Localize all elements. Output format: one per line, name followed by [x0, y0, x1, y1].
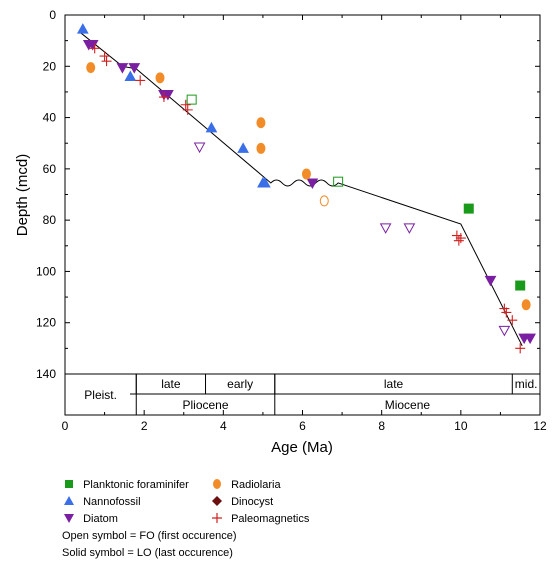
radiolaria-point-lo [256, 117, 266, 129]
epoch-label: Pleist. [84, 388, 117, 402]
diamond-icon [212, 496, 222, 506]
paleomagnetics-point-lo [515, 343, 526, 354]
paleomagnetics-point-lo [451, 230, 462, 241]
nannofossil-point-lo [259, 176, 271, 188]
diatom-point-fo [193, 142, 206, 154]
radiolaria-point-lo [301, 168, 311, 180]
planktonic-foraminifer-point-lo [463, 203, 474, 214]
x-tick-label: 6 [299, 419, 306, 433]
diatom-point-lo [484, 275, 497, 287]
x-axis-label: Age (Ma) [271, 439, 333, 456]
paleomagnetics-point-lo [89, 43, 100, 54]
legend-item-diatom: Diatom [62, 512, 118, 527]
triangle-down-icon [64, 514, 74, 523]
paleomagnetics-point-lo [99, 51, 110, 62]
nannofossil-point-lo [124, 70, 137, 82]
plot-frame [64, 14, 541, 416]
legend-label: Dinocyst [231, 496, 274, 508]
diatom-point-lo [116, 63, 129, 74]
paleomagnetics-point-lo [158, 92, 169, 103]
paleomagnetics-point-lo [453, 235, 464, 246]
legend-label: Nannofossil [83, 496, 141, 508]
square-icon [65, 480, 73, 488]
y-tick-label: 60 [43, 162, 57, 176]
diatom-point-lo [162, 89, 174, 101]
y-tick-label: 0 [49, 8, 56, 22]
legend-label: Paleomagnetics [231, 513, 310, 525]
data-points-group [76, 23, 536, 354]
y-tick-label: 80 [43, 213, 57, 227]
y-axis-label: Depth (mcd) [14, 154, 31, 237]
diatom-point-fo [403, 223, 416, 234]
age-depth-line-group [80, 32, 523, 347]
y-tick-label: 120 [36, 316, 56, 330]
legend-item-dinocyst: Dinocyst [210, 495, 273, 510]
x-tick-label: 4 [220, 419, 227, 433]
planktonic-foraminifer-point-fo [333, 176, 344, 187]
legend-note-solid-symbol: Solid symbol = LO (last occurence) [62, 547, 233, 559]
epoch-label: Miocene [385, 398, 431, 412]
legend-item-paleomagnetics: Paleomagnetics [210, 512, 309, 527]
epoch-label: Pliocene [183, 398, 229, 412]
paleomagnetics-point-lo [135, 75, 146, 86]
paleomagnetics-point-lo [501, 307, 512, 318]
triangle-up-icon [64, 496, 74, 505]
nannofossil-point-lo [76, 23, 89, 34]
stage-label: late [161, 377, 181, 391]
stage-label: early [227, 377, 253, 391]
diatom-point-lo [524, 333, 536, 345]
legend-label: Planktonic foraminifer [83, 479, 189, 491]
legend-label: Radiolaria [231, 479, 281, 491]
y-tick-label: 20 [43, 59, 57, 73]
paleomagnetics-point-lo [455, 233, 466, 244]
radiolaria-point-lo [155, 72, 165, 84]
planktonic-foraminifer-point-fo [186, 94, 197, 105]
stage-label: mid. [515, 377, 538, 391]
timescale-group: Pleist. Pliocene Miocene late early late mid. [84, 374, 537, 415]
x-tick-label: 10 [454, 419, 468, 433]
legend-label: Diatom [83, 513, 118, 525]
x-tick-label: 12 [533, 419, 547, 433]
age-depth-line [80, 32, 523, 347]
nannofossil-point-lo [237, 142, 249, 153]
legend-item-planktonic-foraminifer: Planktonic foraminifer [62, 478, 189, 493]
y-tick-label: 140 [36, 367, 56, 381]
plus-icon [212, 513, 222, 523]
radiolaria-point-lo [521, 299, 531, 311]
paleomagnetics-point-lo [507, 315, 518, 326]
x-tick-label: 0 [62, 419, 69, 433]
diatom-point-fo [379, 223, 392, 234]
diatom-point-lo [306, 178, 319, 189]
diatom-point-fo [498, 325, 511, 337]
circle-icon [213, 479, 221, 489]
radiolaria-point-lo [256, 142, 266, 154]
legend-item-radiolaria: Radiolaria [210, 478, 281, 493]
radiolaria-point-lo [86, 62, 96, 74]
radiolaria-point-fo [319, 195, 329, 207]
y-tick-label: 100 [36, 264, 56, 278]
diatom-point-lo [128, 63, 141, 74]
nannofossil-point-lo [205, 121, 218, 133]
legend-item-nannofossil: Nannofossil [62, 495, 141, 510]
planktonic-foraminifer-point-lo [515, 280, 526, 291]
paleomagnetics-point-lo [101, 56, 112, 67]
x-tick-label: 8 [378, 419, 385, 433]
x-tick-label: 2 [141, 419, 148, 433]
legend-note-open-symbol: Open symbol = FO (first occurence) [62, 530, 237, 542]
stage-label: late [384, 377, 404, 391]
paleomagnetics-point-lo [180, 99, 191, 110]
paleomagnetics-point-lo [182, 104, 193, 115]
y-tick-label: 40 [43, 111, 57, 125]
